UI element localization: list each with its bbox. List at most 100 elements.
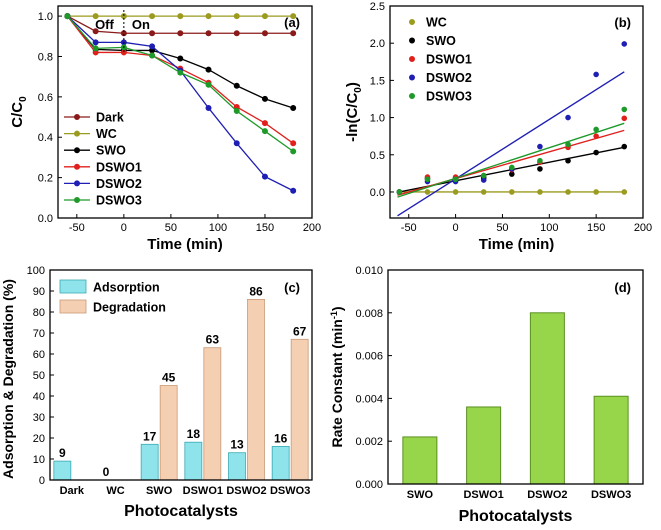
data-point-dswo3 xyxy=(397,190,402,195)
data-point-dswo3 xyxy=(453,177,458,182)
data-point-dswo1 xyxy=(622,116,627,121)
data-point-dswo2 xyxy=(291,188,296,193)
data-point-dswo3 xyxy=(566,142,571,147)
legend-marker xyxy=(74,131,79,136)
data-point-dswo2 xyxy=(622,42,627,47)
y-tick-label: 70 xyxy=(33,328,45,340)
x-tick-label: WC xyxy=(106,485,124,497)
y-tick-label: 0.006 xyxy=(355,351,383,363)
data-point-swo xyxy=(622,144,627,149)
x-tick-label: DSWO2 xyxy=(226,485,266,497)
x-axis-label: Photocatalysts xyxy=(459,508,573,525)
x-axis-label: Time (min) xyxy=(147,236,223,253)
y-axis-label: Rate Constant (min-1) xyxy=(329,306,345,447)
data-point-wc xyxy=(594,190,599,195)
y-tick-label: 30 xyxy=(33,412,45,424)
data-label-adsorption: 9 xyxy=(59,446,66,460)
y-tick-label: 0.004 xyxy=(355,393,383,405)
y-tick-label: 0.6 xyxy=(38,92,53,104)
legend-label-dark: Dark xyxy=(96,111,124,125)
data-label-degradation: 45 xyxy=(162,371,176,385)
data-point-wc xyxy=(206,13,211,18)
legend-marker xyxy=(74,164,79,169)
data-label-adsorption: 13 xyxy=(230,438,244,452)
data-point-wc xyxy=(481,190,486,195)
data-point-dswo3 xyxy=(622,107,627,112)
data-label-adsorption: 16 xyxy=(274,431,288,445)
x-tick-label: DSWO1 xyxy=(183,485,223,497)
data-point-swo xyxy=(206,67,211,72)
data-point-dswo1 xyxy=(291,141,296,146)
y-tick-label: 10 xyxy=(33,454,45,466)
data-point-dswo3 xyxy=(65,13,70,18)
legend-swatch xyxy=(60,280,86,293)
data-point-wc xyxy=(178,13,183,18)
data-label-adsorption: 17 xyxy=(143,429,157,443)
legend-marker xyxy=(409,38,414,43)
x-tick-label: -50 xyxy=(401,222,417,234)
bar-degradation-dswo3 xyxy=(291,339,308,480)
y-tick-label: 0.010 xyxy=(355,265,383,277)
x-tick-label: SWO xyxy=(407,489,434,501)
data-point-dark xyxy=(206,31,211,36)
bar-rate-dswo1 xyxy=(467,407,501,484)
data-point-dswo3 xyxy=(481,173,486,178)
y-tick-label: 80 xyxy=(33,307,45,319)
data-point-swo xyxy=(291,105,296,110)
data-point-dark xyxy=(149,31,154,36)
data-point-dswo2 xyxy=(262,174,267,179)
y-axis-label: Adsorption & Degradation (%) xyxy=(0,279,16,479)
fit-line-dswo3 xyxy=(397,123,624,197)
legend-marker xyxy=(74,114,79,119)
panel-c: 9Dark0WC1745SWO1863DSWO11386DSWO21667DSW… xyxy=(0,265,312,520)
x-tick-label: DSWO3 xyxy=(591,489,631,501)
panel-a: Off On (a) -50 0 50 100 150 200 0.0 0.2 0.4 0.6 0.8 1.… xyxy=(9,6,321,253)
legend-marker xyxy=(74,197,79,202)
bar-adsorption-dark xyxy=(54,461,71,480)
panel-b: (b) -50 0 50 100 150 200 0.0 0.5 1.0 1.5 2.0 2.5 Time… xyxy=(344,1,652,253)
bar-degradation-dswo1 xyxy=(204,348,221,480)
data-point-swo xyxy=(178,56,183,61)
x-tick-label: 150 xyxy=(587,222,605,234)
x-tick-label: DSWO3 xyxy=(270,485,310,497)
y-tick-label: 0.4 xyxy=(38,132,53,144)
data-point-dark xyxy=(234,31,239,36)
y-tick-label: 0 xyxy=(39,475,45,487)
data-point-dswo3 xyxy=(149,53,154,58)
bar-rate-dswo2 xyxy=(530,313,564,484)
legend-swatch xyxy=(60,300,86,313)
y-tick-label: 0.0 xyxy=(38,213,53,225)
y-tick-label: 0.002 xyxy=(355,436,383,448)
y-tick-label: 100 xyxy=(27,265,45,277)
data-point-dswo2 xyxy=(538,144,543,149)
legend-label-wc: WC xyxy=(426,16,447,30)
y-tick-label: 0.2 xyxy=(38,173,53,185)
data-point-wc xyxy=(622,190,627,195)
data-point-dswo3 xyxy=(178,70,183,75)
x-tick-label: 0 xyxy=(121,222,127,234)
data-point-dark xyxy=(291,31,296,36)
data-label-degradation: 63 xyxy=(206,333,220,347)
data-point-wc xyxy=(149,13,154,18)
legend-label-swo: SWO xyxy=(426,34,456,48)
legend-marker xyxy=(409,93,414,98)
data-point-wc xyxy=(566,190,571,195)
data-point-dswo1 xyxy=(262,121,267,126)
data-label-adsorption: 0 xyxy=(103,465,110,479)
data-point-wc xyxy=(425,190,430,195)
legend-marker xyxy=(74,181,79,186)
legend-label-dswo2: DSWO2 xyxy=(96,177,142,191)
panel-label: (d) xyxy=(614,280,631,295)
figure: Off On (a)-50 0 50 100 150 2000.00.20.40.60.81.… xyxy=(0,0,661,530)
annotation-off: Off xyxy=(95,17,114,32)
data-point-dswo3 xyxy=(538,158,543,163)
data-point-swo xyxy=(566,158,571,163)
bar-rate-swo xyxy=(403,437,437,484)
x-tick-label: -50 xyxy=(69,222,85,234)
y-axis-label: -ln(C/C0) xyxy=(344,82,364,142)
data-point-dswo2 xyxy=(566,115,571,120)
legend-marker xyxy=(74,148,79,153)
data-point-dswo2 xyxy=(234,141,239,146)
y-tick-label: 0.008 xyxy=(355,308,383,320)
x-tick-label: 100 xyxy=(209,222,227,234)
